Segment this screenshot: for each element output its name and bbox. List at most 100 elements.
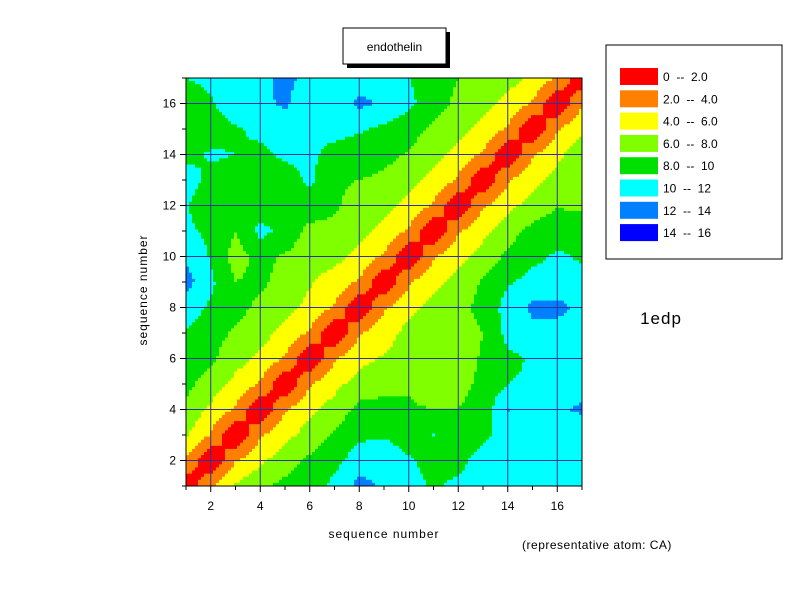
contour-cell	[339, 167, 343, 172]
contour-cell	[405, 90, 409, 94]
contour-cell	[345, 176, 349, 181]
contour-cell	[435, 136, 439, 141]
contour-cell	[258, 81, 262, 85]
contour-cell	[336, 87, 340, 91]
contour-cell	[210, 152, 214, 156]
contour-cell	[543, 146, 547, 150]
contour-cell	[303, 90, 307, 94]
contour-cell	[333, 102, 337, 107]
contour-cell	[360, 87, 364, 91]
contour-cell	[354, 192, 358, 196]
contour-cell	[357, 112, 361, 116]
contour-cell	[555, 81, 559, 85]
contour-cell	[273, 121, 277, 125]
contour-cell	[225, 133, 229, 138]
contour-cell	[402, 96, 406, 101]
contour-cell	[258, 121, 262, 125]
contour-cell	[531, 149, 535, 153]
contour-cell	[276, 115, 280, 119]
contour-cell	[477, 127, 481, 131]
contour-cell	[573, 102, 577, 107]
contour-cell	[216, 102, 220, 107]
contour-cell	[267, 146, 271, 150]
contour-cell	[456, 170, 460, 175]
contour-cell	[321, 192, 325, 196]
contour-cell	[261, 164, 265, 169]
contour-cell	[354, 173, 358, 178]
contour-cell	[345, 142, 349, 147]
contour-cell	[522, 87, 526, 91]
contour-cell	[423, 180, 427, 184]
contour-cell	[576, 84, 580, 88]
contour-cell	[453, 149, 457, 153]
contour-cell	[363, 93, 367, 97]
contour-cell	[537, 87, 541, 91]
contour-cell	[486, 87, 490, 91]
contour-cell	[330, 118, 334, 122]
contour-cell	[555, 121, 559, 125]
contour-cell	[276, 136, 280, 141]
contour-cell	[459, 108, 463, 113]
contour-cell	[204, 115, 208, 119]
contour-cell	[285, 180, 289, 184]
contour-cell	[414, 99, 418, 104]
contour-cell	[345, 78, 349, 82]
contour-cell	[246, 78, 250, 82]
contour-cell	[327, 189, 331, 193]
contour-cell	[336, 167, 340, 172]
contour-cell	[456, 87, 460, 91]
contour-cell	[471, 161, 475, 165]
contour-cell	[225, 118, 229, 122]
contour-cell	[336, 180, 340, 184]
contour-cell	[471, 108, 475, 113]
contour-cell	[531, 112, 535, 116]
contour-cell	[483, 149, 487, 153]
contour-cell	[264, 170, 268, 175]
contour-cell	[411, 158, 415, 162]
contour-cell	[468, 176, 472, 181]
contour-cell	[210, 81, 214, 85]
contour-cell	[396, 152, 400, 156]
contour-cell	[570, 90, 574, 94]
contour-cell	[450, 105, 454, 110]
contour-cell	[387, 152, 391, 156]
contour-cell	[525, 130, 529, 135]
contour-cell	[243, 189, 247, 193]
contour-cell	[525, 102, 529, 107]
contour-cell	[567, 87, 571, 91]
contour-cell	[513, 84, 517, 88]
contour-cell	[219, 124, 223, 128]
contour-cell	[210, 170, 214, 175]
contour-cell	[525, 180, 529, 184]
contour-cell	[258, 102, 262, 107]
contour-cell	[303, 118, 307, 122]
contour-cell	[414, 161, 418, 165]
contour-cell	[426, 81, 430, 85]
contour-cell	[558, 130, 562, 135]
contour-cell	[192, 136, 196, 141]
contour-cell	[450, 167, 454, 172]
contour-cell	[483, 118, 487, 122]
contour-cell	[414, 102, 418, 107]
contour-cell	[348, 108, 352, 113]
contour-cell	[504, 173, 508, 178]
contour-cell	[525, 105, 529, 110]
contour-cell	[444, 108, 448, 113]
contour-cell	[198, 152, 202, 156]
contour-cell	[516, 93, 520, 97]
contour-cell	[348, 136, 352, 141]
contour-cell	[201, 87, 205, 91]
contour-cell	[474, 93, 478, 97]
contour-cell	[246, 102, 250, 107]
contour-cell	[207, 127, 211, 131]
contour-cell	[348, 127, 352, 131]
contour-cell	[345, 170, 349, 175]
contour-cell	[360, 139, 364, 144]
contour-cell	[444, 158, 448, 162]
contour-cell	[237, 142, 241, 147]
contour-cell	[573, 139, 577, 144]
contour-cell	[576, 158, 580, 162]
contour-cell	[441, 180, 445, 184]
contour-cell	[324, 112, 328, 116]
contour-cell	[198, 146, 202, 150]
